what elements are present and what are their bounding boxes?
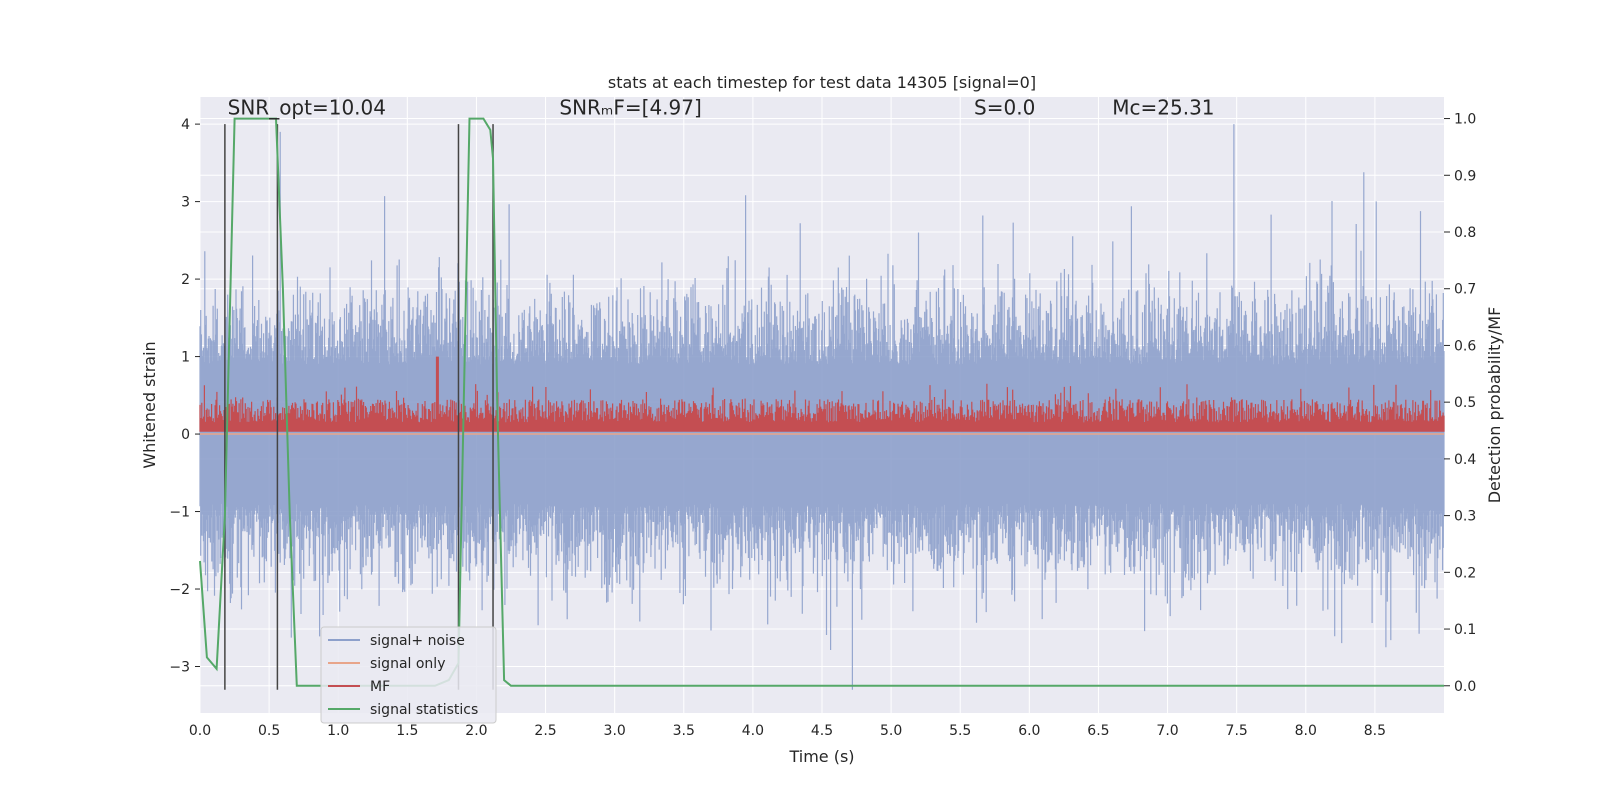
annotation-text: S=0.0 [974,95,1035,119]
y-tick-label: −2 [169,582,190,598]
annotation-text: SNRₘF=[4.97] [559,95,701,119]
x-tick-label: 0.5 [258,723,280,739]
y2-axis-label: Detection probability/MF [1485,307,1504,504]
x-axis-label: Time (s) [788,747,854,766]
x-tick-label: 1.5 [396,723,418,739]
y-tick-label: 0 [181,427,190,443]
y-tick-label: −3 [169,660,190,676]
y2-tick-label: 0.5 [1454,395,1476,411]
x-tick-label: 4.5 [811,723,833,739]
x-tick-label: 7.5 [1226,723,1248,739]
y2-tick-label: 0.3 [1454,509,1476,525]
x-tick-label: 4.0 [742,723,764,739]
y-tick-label: 1 [181,350,190,366]
y-tick-label: −1 [169,505,190,521]
legend-entry-mf: MF [328,679,390,695]
mf-trace [199,356,1445,432]
annotation-text: Mᴄ=25.31 [1112,95,1214,119]
x-tick-label: 8.5 [1364,723,1386,739]
x-axis-ticks: 0.0 0.5 1.0 1.5 2.0 2.5 3.0 3.5 4.0 4.5 5.0 5.5 6.0 6… [189,723,1386,739]
legend-label: MF [370,679,390,695]
x-tick-label: 5.0 [880,723,902,739]
x-tick-label: 3.5 [673,723,695,739]
y-tick-label: 2 [181,272,190,288]
x-tick-label: 8.0 [1295,723,1317,739]
series-mf [199,356,1445,432]
legend-label: signal only [370,656,445,672]
y-tick-label: 4 [181,117,190,133]
x-tick-label: 2.5 [534,723,556,739]
x-tick-label: 7.0 [1156,723,1178,739]
x-tick-label: 1.0 [327,723,349,739]
y-tick-label: 3 [181,195,190,211]
legend-entry-signal-noise: signal+ noise [328,633,465,649]
annotation-text: SNR_opt=10.04 [228,95,386,119]
y2-tick-label: 0.1 [1454,622,1476,638]
legend-entry-signal-statistics: signal statistics [328,702,478,718]
legend-label: signal+ noise [370,633,465,649]
x-tick-label: 3.0 [604,723,626,739]
y2-tick-label: 1.0 [1454,112,1476,128]
y2-tick-label: 0.6 [1454,338,1476,354]
vertical-markers [224,124,494,690]
y2-tick-label: 0.4 [1454,452,1476,468]
legend-label: signal statistics [370,702,478,718]
y2-tick-label: 0.9 [1454,168,1476,184]
y2-tick-label: 0.2 [1454,565,1476,581]
y-axis-ticks: −3 −2 −1 0 1 2 3 4 [169,117,200,676]
x-tick-label: 6.0 [1018,723,1040,739]
annotations: SNR_opt=10.04 SNRₘF=[4.97] S=0.0 Mᴄ=25.31 [228,95,1215,119]
y2-axis-ticks: 0.0 0.1 0.2 0.3 0.4 0.5 0.6 0.7 0.8 0.9 1.0 [1444,112,1476,695]
y2-tick-label: 0.0 [1454,679,1476,695]
x-tick-label: 6.5 [1087,723,1109,739]
y2-tick-label: 0.7 [1454,282,1476,298]
x-tick-label: 0.0 [189,723,211,739]
legend: signal+ noise signal only MF signal stat… [320,626,497,724]
legend-entry-signal-only: signal only [328,656,445,672]
y-axis-label: Whitened strain [140,341,159,468]
y2-tick-label: 0.8 [1454,225,1476,241]
x-tick-label: 2.0 [465,723,487,739]
legend-box [320,626,497,724]
chart-title: stats at each timestep for test data 143… [608,73,1036,92]
x-tick-label: 5.5 [949,723,971,739]
